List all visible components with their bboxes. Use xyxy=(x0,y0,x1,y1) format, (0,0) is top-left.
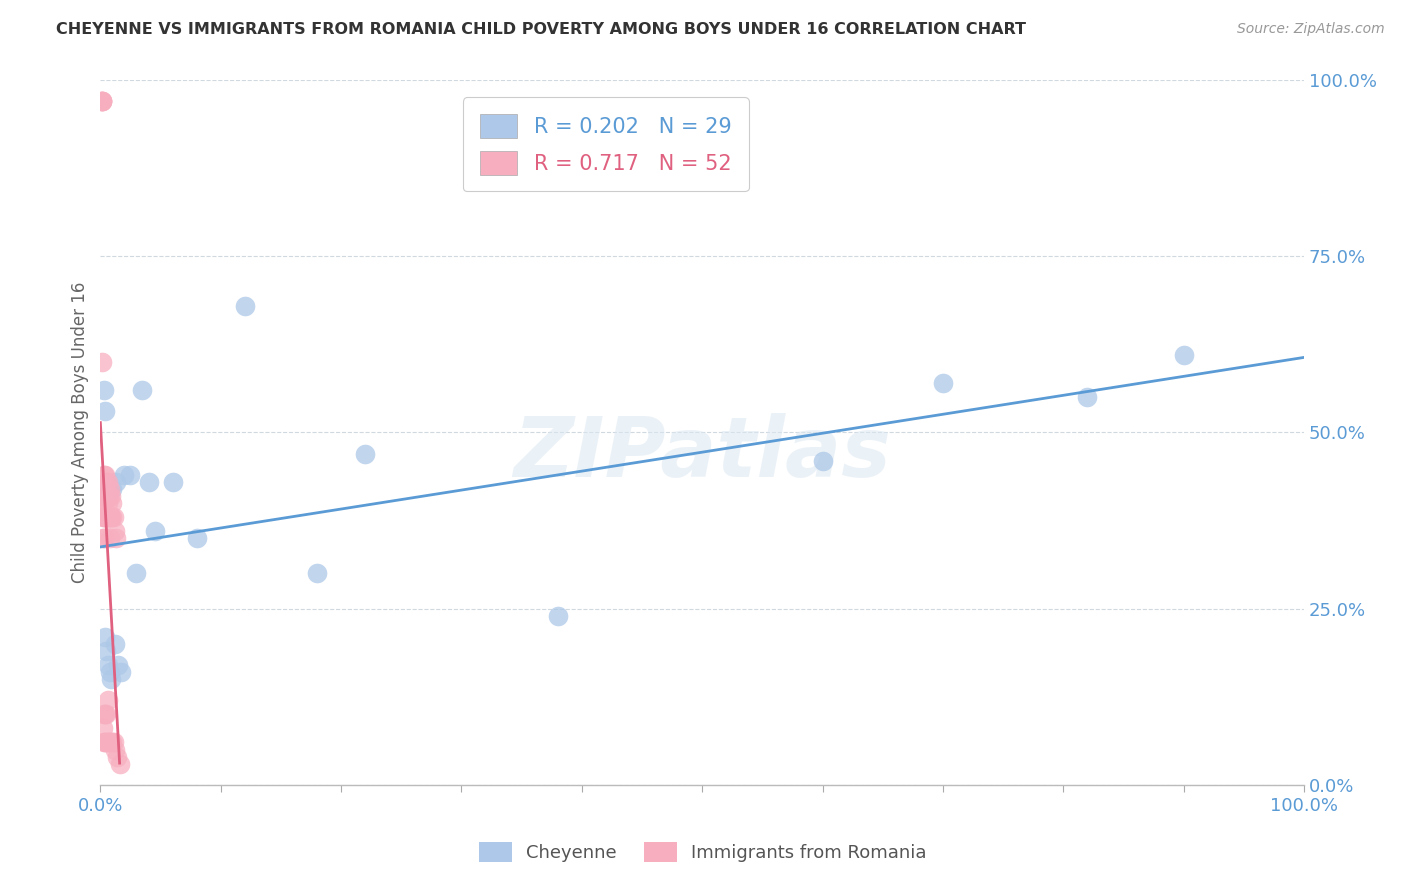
Point xyxy=(96,707,118,722)
Point xyxy=(104,637,127,651)
Point xyxy=(90,94,112,108)
Point xyxy=(110,665,132,679)
Point xyxy=(93,383,115,397)
Point xyxy=(100,489,122,503)
Point xyxy=(811,453,834,467)
Point xyxy=(100,510,122,524)
Point xyxy=(354,446,377,460)
Point xyxy=(91,722,114,736)
Point xyxy=(97,496,120,510)
Point xyxy=(90,94,112,108)
Point xyxy=(97,510,120,524)
Point xyxy=(100,672,122,686)
Point xyxy=(96,489,118,503)
Point xyxy=(1173,348,1195,362)
Point xyxy=(90,94,112,108)
Text: ZIPatlas: ZIPatlas xyxy=(513,413,891,494)
Point xyxy=(97,482,120,496)
Point xyxy=(93,510,115,524)
Y-axis label: Child Poverty Among Boys Under 16: Child Poverty Among Boys Under 16 xyxy=(72,282,89,583)
Point xyxy=(105,531,128,545)
Point xyxy=(93,467,115,482)
Point xyxy=(101,496,124,510)
Point xyxy=(94,735,117,749)
Point xyxy=(93,707,115,722)
Point xyxy=(91,496,114,510)
Point xyxy=(90,94,112,108)
Point xyxy=(96,644,118,658)
Point xyxy=(107,657,129,672)
Point xyxy=(94,510,117,524)
Point xyxy=(94,404,117,418)
Point xyxy=(96,475,118,489)
Point xyxy=(305,566,328,581)
Point xyxy=(101,482,124,496)
Point xyxy=(90,355,112,369)
Point xyxy=(131,383,153,397)
Point xyxy=(125,566,148,581)
Point xyxy=(94,467,117,482)
Point xyxy=(186,531,208,545)
Point xyxy=(97,657,120,672)
Point xyxy=(98,510,121,524)
Point xyxy=(100,735,122,749)
Point xyxy=(93,496,115,510)
Text: Source: ZipAtlas.com: Source: ZipAtlas.com xyxy=(1237,22,1385,37)
Point xyxy=(1076,390,1098,404)
Point xyxy=(98,665,121,679)
Point xyxy=(233,298,256,312)
Point xyxy=(91,531,114,545)
Point xyxy=(101,510,124,524)
Point xyxy=(138,475,160,489)
Point xyxy=(98,531,121,545)
Text: CHEYENNE VS IMMIGRANTS FROM ROMANIA CHILD POVERTY AMONG BOYS UNDER 16 CORRELATIO: CHEYENNE VS IMMIGRANTS FROM ROMANIA CHIL… xyxy=(56,22,1026,37)
Point xyxy=(103,735,125,749)
Legend: Cheyenne, Immigrants from Romania: Cheyenne, Immigrants from Romania xyxy=(472,834,934,870)
Point xyxy=(101,735,124,749)
Point xyxy=(104,742,127,756)
Point xyxy=(143,524,166,538)
Point xyxy=(94,630,117,644)
Point xyxy=(162,475,184,489)
Point xyxy=(97,475,120,489)
Point xyxy=(93,482,115,496)
Point xyxy=(94,482,117,496)
Point xyxy=(97,735,120,749)
Point xyxy=(93,735,115,749)
Point xyxy=(104,524,127,538)
Point xyxy=(91,489,114,503)
Point xyxy=(98,482,121,496)
Point xyxy=(932,376,955,390)
Point xyxy=(91,482,114,496)
Point xyxy=(97,735,120,749)
Point xyxy=(97,693,120,707)
Point xyxy=(93,531,115,545)
Point xyxy=(108,756,131,771)
Legend: R = 0.202   N = 29, R = 0.717   N = 52: R = 0.202 N = 29, R = 0.717 N = 52 xyxy=(464,97,748,192)
Point xyxy=(105,475,128,489)
Point xyxy=(96,735,118,749)
Point xyxy=(547,608,569,623)
Point xyxy=(94,707,117,722)
Point xyxy=(91,510,114,524)
Point xyxy=(120,467,142,482)
Point xyxy=(103,510,125,524)
Point xyxy=(96,510,118,524)
Point xyxy=(112,467,135,482)
Point xyxy=(97,489,120,503)
Point xyxy=(98,735,121,749)
Point xyxy=(105,749,128,764)
